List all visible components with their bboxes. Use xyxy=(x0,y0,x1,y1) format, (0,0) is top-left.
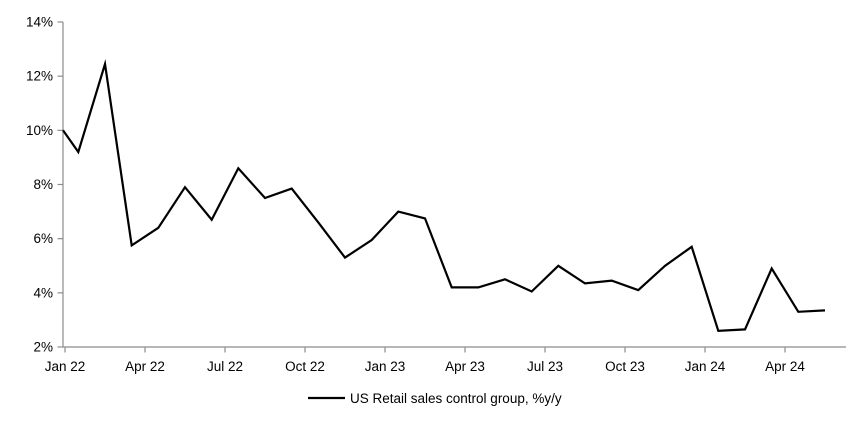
x-tick-label: Jul 23 xyxy=(527,359,563,374)
x-tick-label: Apr 24 xyxy=(765,359,805,374)
y-tick-label: 12% xyxy=(26,69,53,84)
y-axis-ticks: 2% 4% 6% 8% 10% 12% 14% xyxy=(26,15,63,355)
y-tick-label: 14% xyxy=(26,15,53,30)
x-tick-label: Jul 22 xyxy=(207,359,243,374)
x-tick-label: Apr 23 xyxy=(445,359,485,374)
x-tick-label: Oct 22 xyxy=(285,359,325,374)
y-tick-label: 4% xyxy=(33,285,53,300)
y-tick-label: 10% xyxy=(26,123,53,138)
x-axis-ticks: Jan 22 Apr 22 Jul 22 Oct 22 Jan 23 Apr 23 Jul … xyxy=(45,347,805,374)
legend-label: US Retail sales control group, %y/y xyxy=(350,391,562,406)
x-tick-label: Oct 23 xyxy=(605,359,645,374)
legend: US Retail sales control group, %y/y xyxy=(308,391,562,406)
x-tick-label: Jan 24 xyxy=(685,359,726,374)
x-tick-label: Apr 22 xyxy=(125,359,165,374)
x-tick-label: Jan 23 xyxy=(365,359,406,374)
x-tick-label: Jan 22 xyxy=(45,359,86,374)
y-tick-label: 8% xyxy=(33,177,53,192)
y-tick-label: 2% xyxy=(33,340,53,355)
y-tick-label: 6% xyxy=(33,231,53,246)
series-line xyxy=(62,58,826,332)
